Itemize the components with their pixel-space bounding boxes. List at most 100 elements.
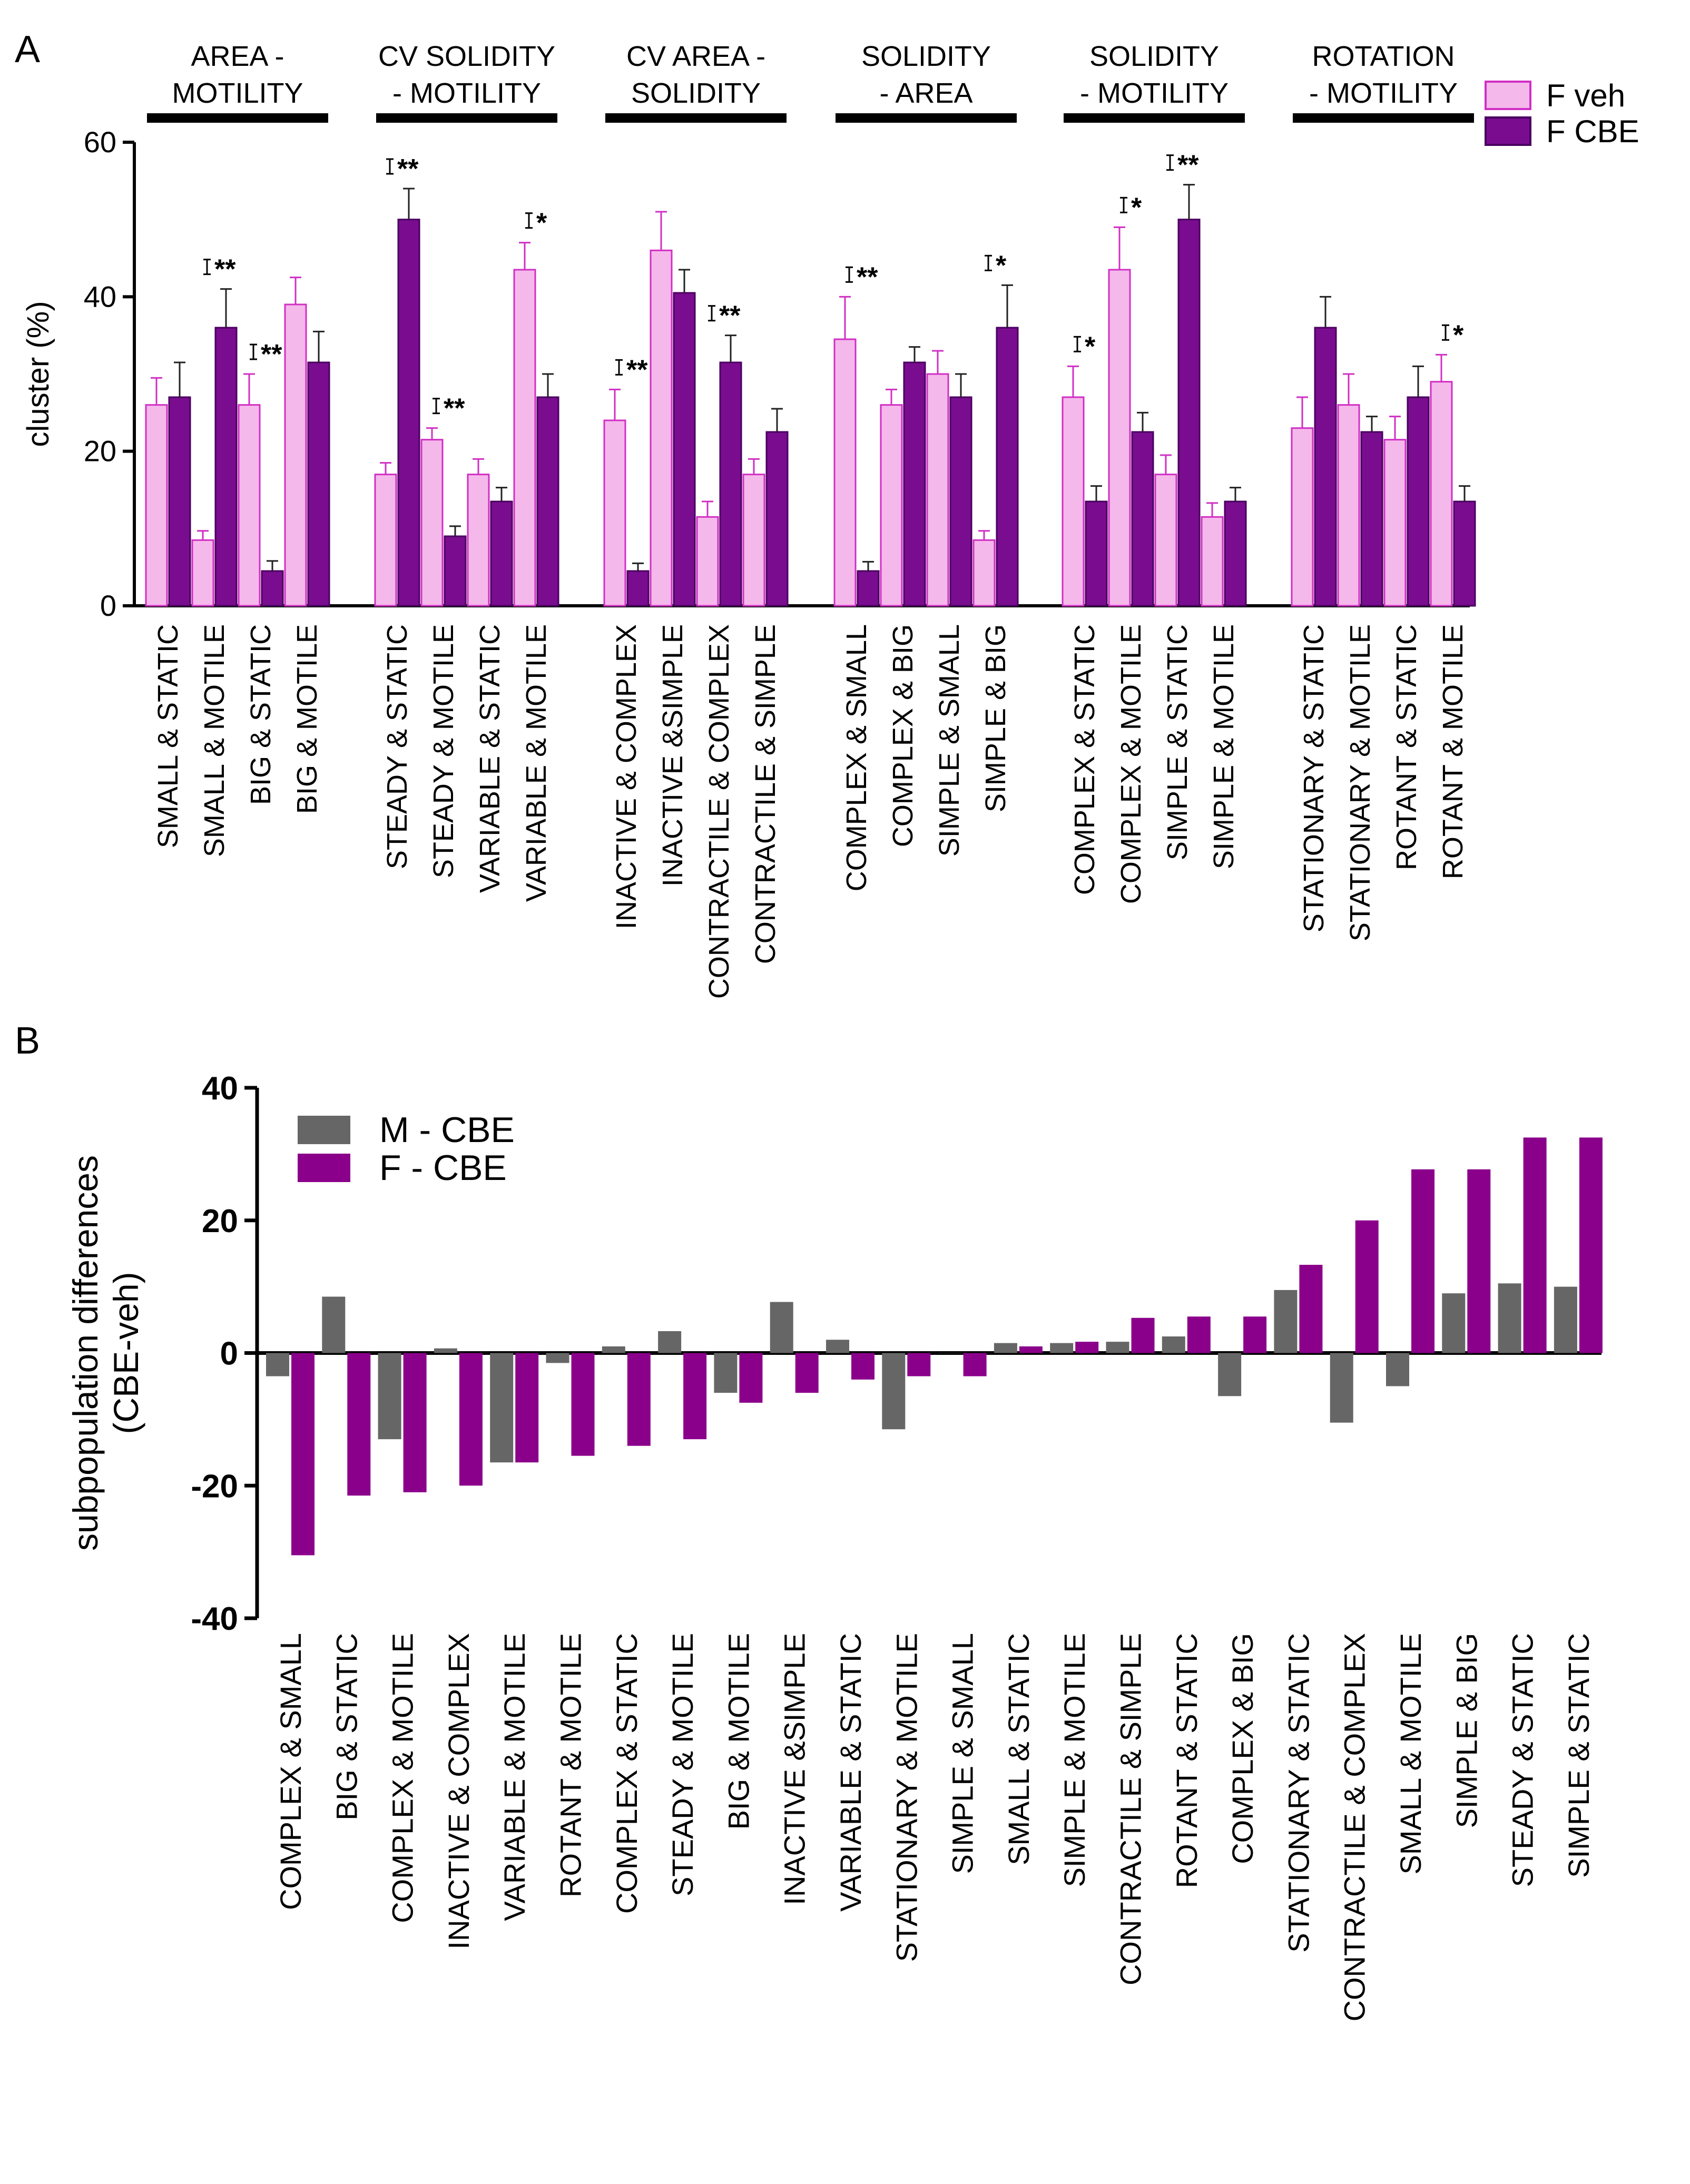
x-category-label: STEADY & STATIC xyxy=(1506,1633,1539,1887)
bar-m-cbe xyxy=(434,1348,457,1353)
x-category-label: SIMPLE & SMALL xyxy=(946,1633,979,1874)
significance-label: ** xyxy=(857,262,878,292)
bar-f-cbe xyxy=(536,396,559,607)
bar-f-cbe xyxy=(1085,500,1108,607)
x-category-label: INACTIVE & COMPLEX xyxy=(442,1633,475,1950)
x-category-label: SMALL & STATIC xyxy=(152,624,184,848)
bar-f-veh xyxy=(467,474,490,607)
bar-f-cbe xyxy=(1224,500,1247,607)
bar-f-cbe xyxy=(1407,396,1430,607)
bar-m-cbe xyxy=(1274,1290,1298,1353)
bar-f-cbe xyxy=(571,1353,595,1456)
bar-f-cbe xyxy=(261,570,284,607)
bar-m-cbe xyxy=(1106,1342,1129,1353)
bar-f-cbe xyxy=(403,1353,427,1492)
significance-label: ** xyxy=(444,393,465,424)
group-title-line1: CV SOLIDITY xyxy=(378,41,555,72)
bar-f-cbe xyxy=(347,1353,371,1496)
bar-f-cbe xyxy=(949,396,972,607)
panel-b-chart: -40 -20 0 20 40 subpopulation differences (CBE… xyxy=(66,1070,1603,2021)
bar-f-cbe xyxy=(1187,1316,1211,1353)
bar-f-cbe xyxy=(739,1353,763,1403)
x-category-label: BIG & STATIC xyxy=(245,624,277,805)
bar-f-cbe xyxy=(1360,431,1383,607)
y-axis-title: cluster (%) xyxy=(21,301,55,447)
bar-f-veh xyxy=(284,303,307,607)
x-category-label: CONTRACTILE & COMPLEX xyxy=(703,624,735,999)
bar-f-cbe xyxy=(490,500,513,607)
bar-f-veh xyxy=(145,404,168,607)
bar-f-veh xyxy=(1108,269,1131,607)
bar-f-cbe xyxy=(1075,1342,1099,1353)
bar-m-cbe xyxy=(658,1331,682,1353)
bar-m-cbe xyxy=(322,1296,346,1353)
x-category-label: COMPLEX & SMALL xyxy=(274,1633,307,1910)
bar-f-cbe xyxy=(1131,431,1154,607)
x-category-label: VARIABLE & STATIC xyxy=(474,624,506,893)
significance-label: * xyxy=(1453,320,1464,350)
bar-m-cbe xyxy=(1162,1336,1185,1353)
x-category-label: SIMPLE & MOTILE xyxy=(1058,1633,1091,1887)
x-category-label: BIG & STATIC xyxy=(330,1633,363,1821)
bar-f-veh xyxy=(650,249,673,607)
x-category-label: COMPLEX & MOTILE xyxy=(386,1633,419,1923)
bar-f-cbe xyxy=(1355,1220,1379,1353)
legend-label-f-cbe: F - CBE xyxy=(379,1148,507,1188)
x-category-label: SIMPLE & SMALL xyxy=(934,624,965,857)
x-category-label: SMALL & MOTILE xyxy=(199,624,230,857)
x-category-label: ROTANT & MOTILE xyxy=(554,1633,587,1897)
bar-f-cbe xyxy=(291,1353,315,1556)
y-tick-label: 0 xyxy=(100,589,116,622)
bar-f-veh xyxy=(1430,381,1453,607)
group-title-line1: SOLIDITY xyxy=(861,41,991,72)
bar-f-cbe xyxy=(1467,1169,1491,1353)
bar-f-cbe xyxy=(907,1353,931,1376)
legend-swatch-f-cbe xyxy=(1485,116,1531,146)
bar-f-cbe xyxy=(673,292,696,607)
legend-label-f-veh: F veh xyxy=(1546,78,1625,113)
x-category-label: STEADY & MOTILE xyxy=(666,1633,699,1896)
bar-f-veh xyxy=(238,404,261,607)
legend-swatch-m-cbe xyxy=(298,1116,350,1144)
group-title-line2: - MOTILITY xyxy=(1309,77,1458,109)
x-category-label: CONTRACTILE & COMPLEX xyxy=(1338,1633,1371,2021)
bar-f-cbe xyxy=(963,1353,987,1376)
bar-f-veh xyxy=(1291,427,1314,607)
y-axis-title-line1: subpopulation differences xyxy=(66,1155,105,1551)
x-category-label: SIMPLE & MOTILE xyxy=(1208,624,1240,869)
bar-f-cbe xyxy=(1579,1137,1603,1353)
group-title-line2: MOTILITY xyxy=(172,77,303,109)
significance-label: ** xyxy=(397,154,419,184)
group-title-line1: CV AREA - xyxy=(626,41,765,72)
bar-f-cbe xyxy=(857,570,880,607)
bar-m-cbe xyxy=(378,1353,401,1440)
x-category-label: SMALL & MOTILE xyxy=(1394,1633,1427,1875)
bar-f-veh xyxy=(1201,516,1224,607)
bar-f-cbe xyxy=(1019,1346,1043,1353)
bar-f-cbe xyxy=(397,219,420,607)
group-title-line1: ROTATION xyxy=(1312,41,1455,72)
x-category-label: STATIONARY & STATIC xyxy=(1282,1633,1315,1953)
x-category-label: INACTIVE &SIMPLE xyxy=(657,624,689,887)
bar-f-cbe xyxy=(765,431,789,607)
group-title-line2: - MOTILITY xyxy=(1080,77,1229,109)
x-category-label: SIMPLE & BIG xyxy=(1450,1633,1483,1828)
bar-f-cbe xyxy=(683,1353,707,1440)
x-category-label: COMPLEX & BIG xyxy=(887,624,919,847)
bar-f-cbe xyxy=(1243,1316,1267,1353)
x-category-label: BIG & MOTILE xyxy=(722,1633,755,1829)
bar-f-cbe xyxy=(1523,1137,1547,1353)
bar-m-cbe xyxy=(826,1340,849,1353)
x-category-label: CONTRACTILE & SIMPLE xyxy=(1114,1633,1147,1985)
bar-m-cbe xyxy=(1386,1353,1409,1386)
x-category-label: ROTANT & STATIC xyxy=(1170,1633,1203,1888)
bar-m-cbe xyxy=(994,1343,1017,1353)
bar-m-cbe xyxy=(1050,1343,1074,1353)
bar-m-cbe xyxy=(1442,1293,1466,1353)
x-category-label: SIMPLE & STATIC xyxy=(1162,624,1193,860)
bar-f-veh xyxy=(1062,396,1085,607)
bar-f-cbe xyxy=(903,361,926,607)
bar-m-cbe xyxy=(602,1346,625,1353)
bar-f-veh xyxy=(1383,439,1407,607)
